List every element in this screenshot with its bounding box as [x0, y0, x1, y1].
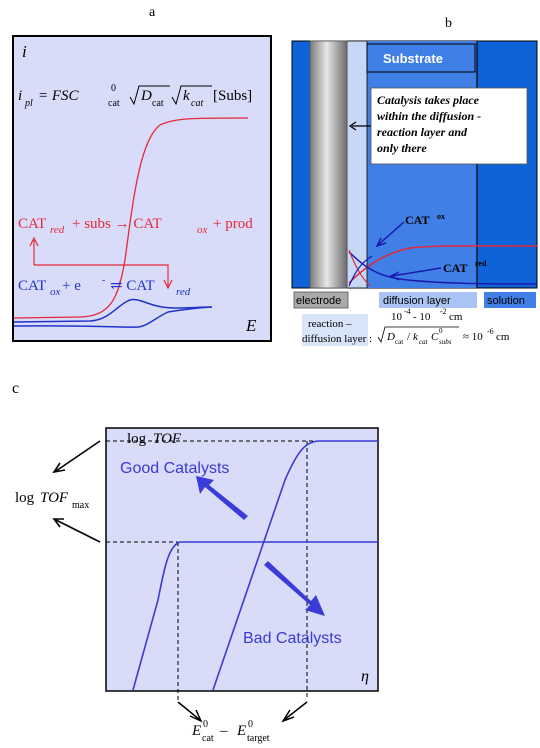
- svg-text:/: /: [407, 331, 411, 343]
- svg-text:subs: subs: [439, 338, 452, 346]
- svg-text:max: max: [72, 500, 89, 511]
- svg-text:reaction layer and: reaction layer and: [377, 125, 468, 139]
- svg-text:within the diffusion -: within the diffusion -: [377, 109, 481, 123]
- panel-c-y-axis-log: log: [127, 431, 147, 447]
- good-catalysts-label: Good Catalysts: [120, 460, 229, 477]
- svg-text:–: –: [219, 723, 228, 739]
- reaction-layer-label-2: diffusion layer :: [302, 333, 372, 345]
- svg-text:red: red: [50, 224, 65, 236]
- log-tof-max-label: log TOF max: [15, 490, 89, 511]
- panel-c-y-axis-tof: TOF: [153, 431, 182, 447]
- cat-red-label: CAT: [443, 261, 467, 275]
- electrode-cylinder: [310, 41, 347, 288]
- diffusion-thickness: 10 -4 - 10 -2 cm: [391, 307, 463, 323]
- svg-text:D: D: [386, 331, 395, 343]
- svg-text:TOF: TOF: [40, 490, 69, 506]
- svg-text:+ subs → CAT: + subs → CAT: [72, 216, 162, 232]
- reaction-layer-label-1: reaction –: [308, 318, 352, 330]
- potential-difference-label: E 0 cat – E 0 target: [191, 719, 270, 744]
- substrate-label: Substrate: [383, 51, 443, 66]
- diffusion-layer-label: diffusion layer: [383, 295, 451, 307]
- svg-text:E: E: [236, 723, 246, 739]
- svg-text:0: 0: [111, 83, 116, 94]
- panel-a-e-axis: E: [245, 316, 257, 335]
- svg-text:CAT: CAT: [18, 278, 46, 294]
- panel-c-label: c: [12, 380, 19, 398]
- svg-text:0: 0: [248, 719, 253, 730]
- bad-catalysts-label: Bad Catalysts: [243, 630, 342, 647]
- electrode-label: electrode: [296, 295, 341, 307]
- svg-text:10: 10: [391, 311, 403, 323]
- svg-text:-: -: [102, 275, 105, 286]
- svg-text:pl: pl: [24, 98, 33, 109]
- svg-text:0: 0: [203, 719, 208, 730]
- svg-text:= FSC: = FSC: [38, 88, 80, 104]
- svg-text:0: 0: [439, 327, 443, 335]
- panel-a-i-axis: i: [22, 42, 27, 61]
- potential-difference-brace: [178, 702, 307, 721]
- svg-text:cat: cat: [108, 98, 120, 109]
- svg-text:ox: ox: [50, 286, 61, 298]
- svg-text:red: red: [475, 259, 487, 268]
- svg-text:-4: -4: [404, 307, 411, 316]
- svg-text:⇌ CAT: ⇌ CAT: [110, 278, 155, 294]
- svg-text:ox: ox: [437, 212, 445, 221]
- diffusion-region: [365, 41, 477, 288]
- solution-label: solution: [487, 295, 525, 307]
- panel-b-label: b: [445, 16, 452, 32]
- svg-text:cm: cm: [449, 311, 463, 323]
- svg-text:i: i: [18, 88, 22, 104]
- svg-text:k: k: [183, 88, 190, 104]
- svg-text:cat: cat: [395, 338, 403, 346]
- svg-text:Catalysis takes place: Catalysis takes place: [377, 93, 480, 107]
- svg-text:E: E: [191, 723, 201, 739]
- svg-text:cat: cat: [202, 733, 214, 744]
- reaction-layer-formula: D cat / k cat C 0 subs ≈ 10 -6 cm: [378, 327, 510, 346]
- cat-ox-label: CAT: [405, 213, 429, 227]
- svg-text:cat: cat: [191, 98, 203, 109]
- svg-text:D: D: [140, 88, 152, 104]
- svg-text:cm: cm: [496, 331, 510, 343]
- svg-text:- 10: - 10: [413, 311, 431, 323]
- svg-text:-6: -6: [487, 327, 494, 336]
- svg-text:+ e: + e: [62, 278, 81, 294]
- panel-c-x-axis: η: [361, 668, 369, 685]
- svg-text:cat: cat: [152, 98, 164, 109]
- svg-text:-2: -2: [440, 307, 447, 316]
- svg-text:only there: only there: [377, 141, 427, 155]
- svg-text:+ prod: + prod: [213, 216, 253, 232]
- svg-text:[Subs]: [Subs]: [213, 88, 252, 104]
- svg-text:cat: cat: [419, 338, 429, 346]
- svg-text:C: C: [431, 331, 439, 343]
- svg-text:ox: ox: [197, 224, 208, 236]
- svg-text:red: red: [176, 286, 191, 298]
- svg-text:CAT: CAT: [18, 216, 46, 232]
- svg-text:target: target: [247, 733, 270, 744]
- svg-text:log: log: [15, 490, 35, 506]
- svg-text:≈ 10: ≈ 10: [463, 331, 483, 343]
